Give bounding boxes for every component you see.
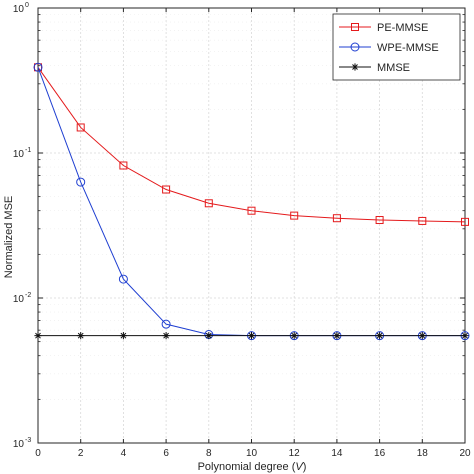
x-tick-label: 6 (163, 448, 169, 459)
data-point-pe-mmse (375, 216, 384, 225)
data-point-wpe-mmse (118, 274, 128, 284)
data-point-pe-mmse (290, 211, 299, 220)
grid-lines (38, 8, 465, 443)
data-point-mmse (34, 332, 42, 340)
data-point-mmse (247, 332, 256, 340)
y-tick-label-exponent: 0 (25, 2, 29, 9)
y-tick-label: 10 (13, 4, 25, 15)
legend-item-mmse: MMSE (339, 62, 410, 74)
legend-item-wpe-mmse: WPE-MMSE (339, 42, 439, 54)
data-point-pe-mmse (162, 185, 171, 194)
y-tick-label-exponent: -2 (25, 292, 31, 299)
legend-label: WPE-MMSE (377, 42, 439, 54)
data-point-mmse (205, 332, 213, 340)
y-tick-label: 10 (13, 294, 25, 305)
legend: PE-MMSE WPE-MMSE MMSE (332, 13, 461, 81)
y-tick-label: 10 (13, 149, 25, 160)
data-point-pe-mmse (76, 123, 85, 132)
x-tick-label: 10 (246, 448, 258, 459)
x-tick-label: 18 (417, 448, 429, 459)
series-group (33, 62, 470, 341)
data-point-mmse (461, 332, 469, 340)
data-point-mmse (333, 332, 341, 340)
data-point-mmse (418, 332, 426, 340)
legend-item-pe-mmse: PE-MMSE (339, 22, 428, 34)
data-point-pe-mmse (204, 199, 213, 208)
data-point-mmse (376, 332, 384, 340)
series-mmse (34, 332, 469, 340)
x-axis-label-variable: V (295, 461, 304, 473)
legend-label: MMSE (377, 62, 410, 74)
x-tick-label: 14 (331, 448, 343, 459)
data-point-pe-mmse (119, 161, 128, 170)
x-axis-label-text: Polynomial degree ( (198, 461, 296, 473)
y-tick-label-exponent: -1 (25, 147, 31, 154)
legend-marker (351, 23, 359, 31)
data-point-mmse (119, 332, 127, 340)
series-pe-mmse (34, 63, 469, 226)
x-tick-label: 2 (78, 448, 84, 459)
data-point-pe-mmse (332, 214, 341, 223)
data-point-mmse (77, 332, 85, 340)
x-axis-label-close: ) (303, 461, 307, 473)
data-point-wpe-mmse (161, 319, 171, 329)
x-tick-label: 12 (289, 448, 301, 459)
y-tick-label: 10 (13, 439, 25, 450)
x-tick-label: 0 (35, 448, 41, 459)
data-point-mmse (290, 332, 298, 340)
x-tick-label: 8 (206, 448, 212, 459)
y-axis-label: Normalized MSE (3, 196, 15, 279)
data-point-wpe-mmse (33, 62, 43, 72)
x-tick-label: 20 (459, 448, 471, 459)
series-line-pe-mmse (37, 67, 466, 223)
legend-label: PE-MMSE (377, 22, 428, 34)
data-point-pe-mmse (418, 216, 427, 225)
y-tick-label-exponent: -3 (25, 437, 31, 444)
legend-marker (350, 42, 360, 52)
x-axis-label: Polynomial degree (V) (198, 461, 307, 473)
data-point-pe-mmse (461, 217, 469, 226)
x-tick-label: 16 (374, 448, 386, 459)
legend-marker (351, 63, 359, 71)
data-point-mmse (162, 332, 170, 340)
data-point-pe-mmse (247, 206, 256, 215)
data-point-wpe-mmse (76, 177, 86, 187)
x-tick-label: 4 (121, 448, 127, 459)
